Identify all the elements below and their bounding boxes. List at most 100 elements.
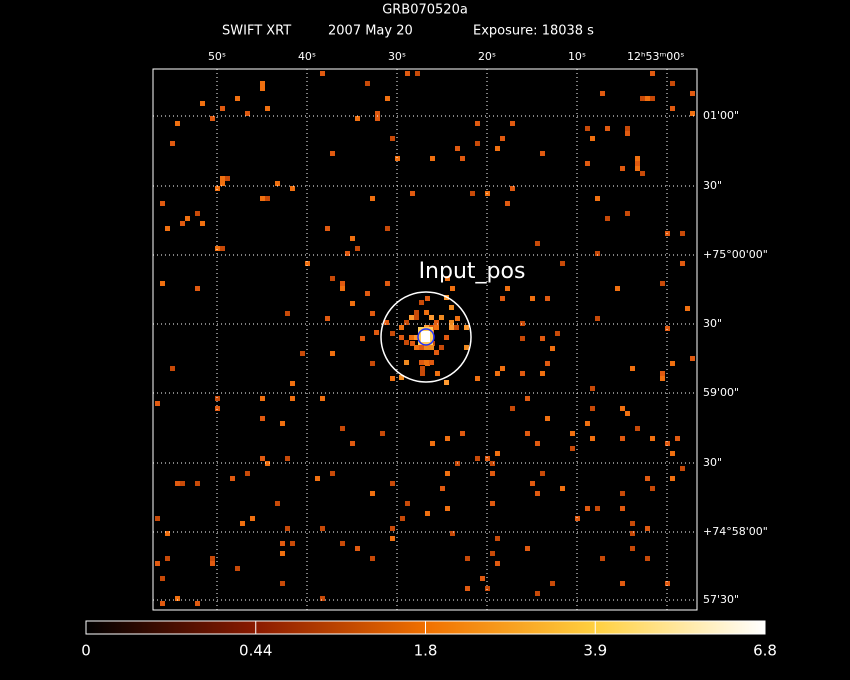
pixel bbox=[385, 96, 390, 101]
exposure: Exposure: 18038 s bbox=[473, 24, 594, 39]
pixel bbox=[454, 325, 459, 330]
dec-label: 30" bbox=[703, 317, 722, 330]
pixel bbox=[424, 360, 429, 365]
pixel bbox=[595, 506, 600, 511]
pixel bbox=[600, 556, 605, 561]
pixel bbox=[330, 151, 335, 156]
pixel bbox=[434, 325, 439, 330]
pixel bbox=[220, 181, 225, 186]
pixel bbox=[330, 276, 335, 281]
pixel bbox=[675, 436, 680, 441]
dec-label: 30" bbox=[703, 456, 722, 469]
pixel bbox=[380, 431, 385, 436]
pixel bbox=[235, 566, 240, 571]
pixel bbox=[605, 216, 610, 221]
pixel bbox=[475, 121, 480, 126]
pixel bbox=[399, 335, 404, 340]
pixel bbox=[285, 311, 290, 316]
pixel bbox=[260, 196, 265, 201]
pixel bbox=[315, 476, 320, 481]
pixel bbox=[330, 471, 335, 476]
pixel bbox=[510, 186, 515, 191]
pixel bbox=[620, 491, 625, 496]
pixel bbox=[465, 586, 470, 591]
pixel bbox=[510, 121, 515, 126]
pixel bbox=[475, 376, 480, 381]
dec-label: 01'00" bbox=[703, 109, 739, 122]
pixel bbox=[570, 431, 575, 436]
pixel bbox=[595, 196, 600, 201]
pixel bbox=[475, 141, 480, 146]
pixel bbox=[195, 481, 200, 486]
pixel bbox=[340, 281, 345, 286]
pixel bbox=[399, 375, 404, 380]
pixel bbox=[414, 315, 419, 320]
pixel bbox=[160, 601, 165, 606]
pixel bbox=[275, 181, 280, 186]
pixel bbox=[180, 221, 185, 226]
ra-label: 20ˢ bbox=[478, 50, 496, 63]
pixel bbox=[355, 246, 360, 251]
pixel bbox=[305, 261, 310, 266]
pixel bbox=[635, 156, 640, 161]
pixel bbox=[535, 591, 540, 596]
pixel bbox=[375, 116, 380, 121]
pixel bbox=[495, 371, 500, 376]
pixel bbox=[404, 320, 409, 325]
pixel bbox=[340, 426, 345, 431]
colorbar-label: 0.44 bbox=[239, 642, 272, 660]
pixel bbox=[195, 211, 200, 216]
pixel bbox=[235, 96, 240, 101]
pixel bbox=[399, 325, 404, 330]
pixel bbox=[525, 396, 530, 401]
pixel bbox=[620, 436, 625, 441]
pixel bbox=[525, 431, 530, 436]
pixel bbox=[160, 281, 165, 286]
pixel bbox=[220, 176, 225, 181]
pixel bbox=[635, 166, 640, 171]
pixel bbox=[405, 501, 410, 506]
pixel bbox=[210, 561, 215, 566]
pixel bbox=[390, 331, 395, 336]
pixel bbox=[650, 71, 655, 76]
pixel bbox=[585, 161, 590, 166]
pixel bbox=[420, 366, 425, 371]
pixel bbox=[325, 316, 330, 321]
pixel bbox=[439, 345, 444, 350]
pixel bbox=[449, 325, 454, 330]
pixel bbox=[545, 416, 550, 421]
pixel bbox=[630, 531, 635, 536]
pixel bbox=[505, 286, 510, 291]
pixel bbox=[660, 376, 665, 381]
pixel bbox=[170, 141, 175, 146]
annotation: Input_pos bbox=[419, 259, 526, 284]
pixel bbox=[525, 546, 530, 551]
pixel bbox=[500, 296, 505, 301]
pixel bbox=[435, 371, 440, 376]
dec-label: +74°58'00" bbox=[703, 525, 768, 538]
pixel bbox=[475, 456, 480, 461]
pixel bbox=[620, 166, 625, 171]
pixel bbox=[355, 546, 360, 551]
pixel bbox=[650, 486, 655, 491]
pixel bbox=[690, 356, 695, 361]
pixel bbox=[630, 521, 635, 526]
pixel bbox=[480, 576, 485, 581]
pixel bbox=[625, 131, 630, 136]
pixel bbox=[455, 316, 460, 321]
pixel bbox=[615, 286, 620, 291]
pixel bbox=[680, 231, 685, 236]
pixel bbox=[449, 320, 454, 325]
pixel bbox=[260, 81, 265, 86]
colorbar-label: 1.8 bbox=[414, 642, 438, 660]
pixel bbox=[570, 446, 575, 451]
pixel bbox=[429, 360, 434, 365]
pixel bbox=[419, 360, 424, 365]
pixel bbox=[215, 186, 220, 191]
pixel bbox=[545, 361, 550, 366]
pixel bbox=[385, 281, 390, 286]
pixel bbox=[445, 436, 450, 441]
pixel bbox=[220, 246, 225, 251]
pixel bbox=[350, 441, 355, 446]
pixel bbox=[625, 211, 630, 216]
